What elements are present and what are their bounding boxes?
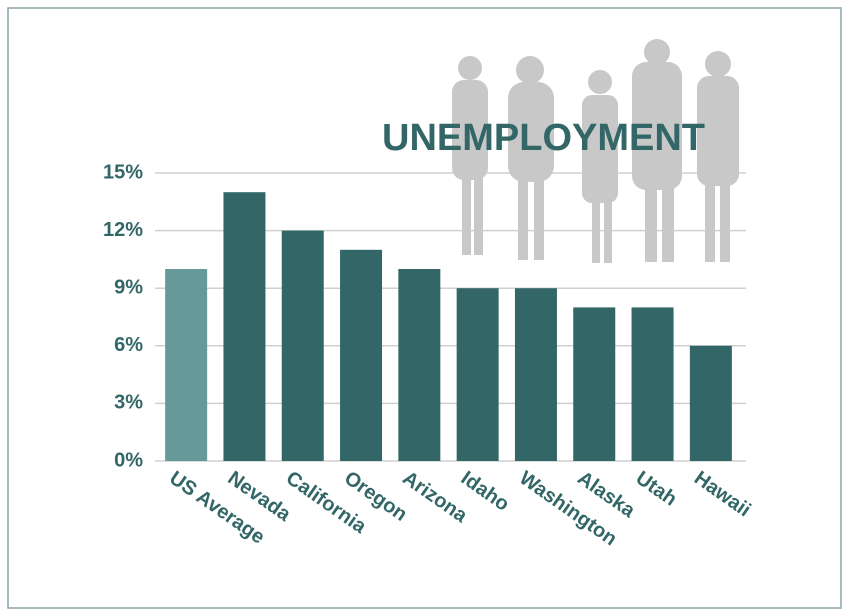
silhouettes bbox=[452, 39, 739, 263]
frame bbox=[7, 7, 842, 609]
x-tick-label: Utah bbox=[632, 467, 681, 511]
y-tick-label: 0% bbox=[114, 449, 143, 471]
bar bbox=[514, 288, 557, 461]
bar bbox=[573, 307, 616, 461]
bar bbox=[340, 249, 383, 461]
y-tick-label: 6% bbox=[114, 334, 143, 356]
y-tick-label: 15% bbox=[103, 161, 143, 183]
bar bbox=[223, 192, 266, 461]
bar bbox=[281, 230, 324, 461]
y-tick-label: 3% bbox=[114, 392, 143, 414]
y-tick-label: 12% bbox=[103, 219, 143, 241]
bar bbox=[631, 307, 674, 461]
bar bbox=[689, 345, 732, 461]
bar bbox=[165, 269, 208, 461]
y-tick-label: 9% bbox=[114, 276, 143, 298]
person bbox=[582, 70, 618, 263]
x-tick-label: Arizona bbox=[398, 467, 471, 528]
person bbox=[508, 56, 554, 260]
bar bbox=[456, 288, 499, 461]
x-tick-label: Hawaii bbox=[690, 467, 755, 521]
person bbox=[632, 39, 682, 262]
person bbox=[452, 56, 488, 255]
bar bbox=[398, 269, 441, 461]
person bbox=[697, 51, 739, 262]
chart-title: UNEMPLOYMENT bbox=[382, 117, 705, 159]
